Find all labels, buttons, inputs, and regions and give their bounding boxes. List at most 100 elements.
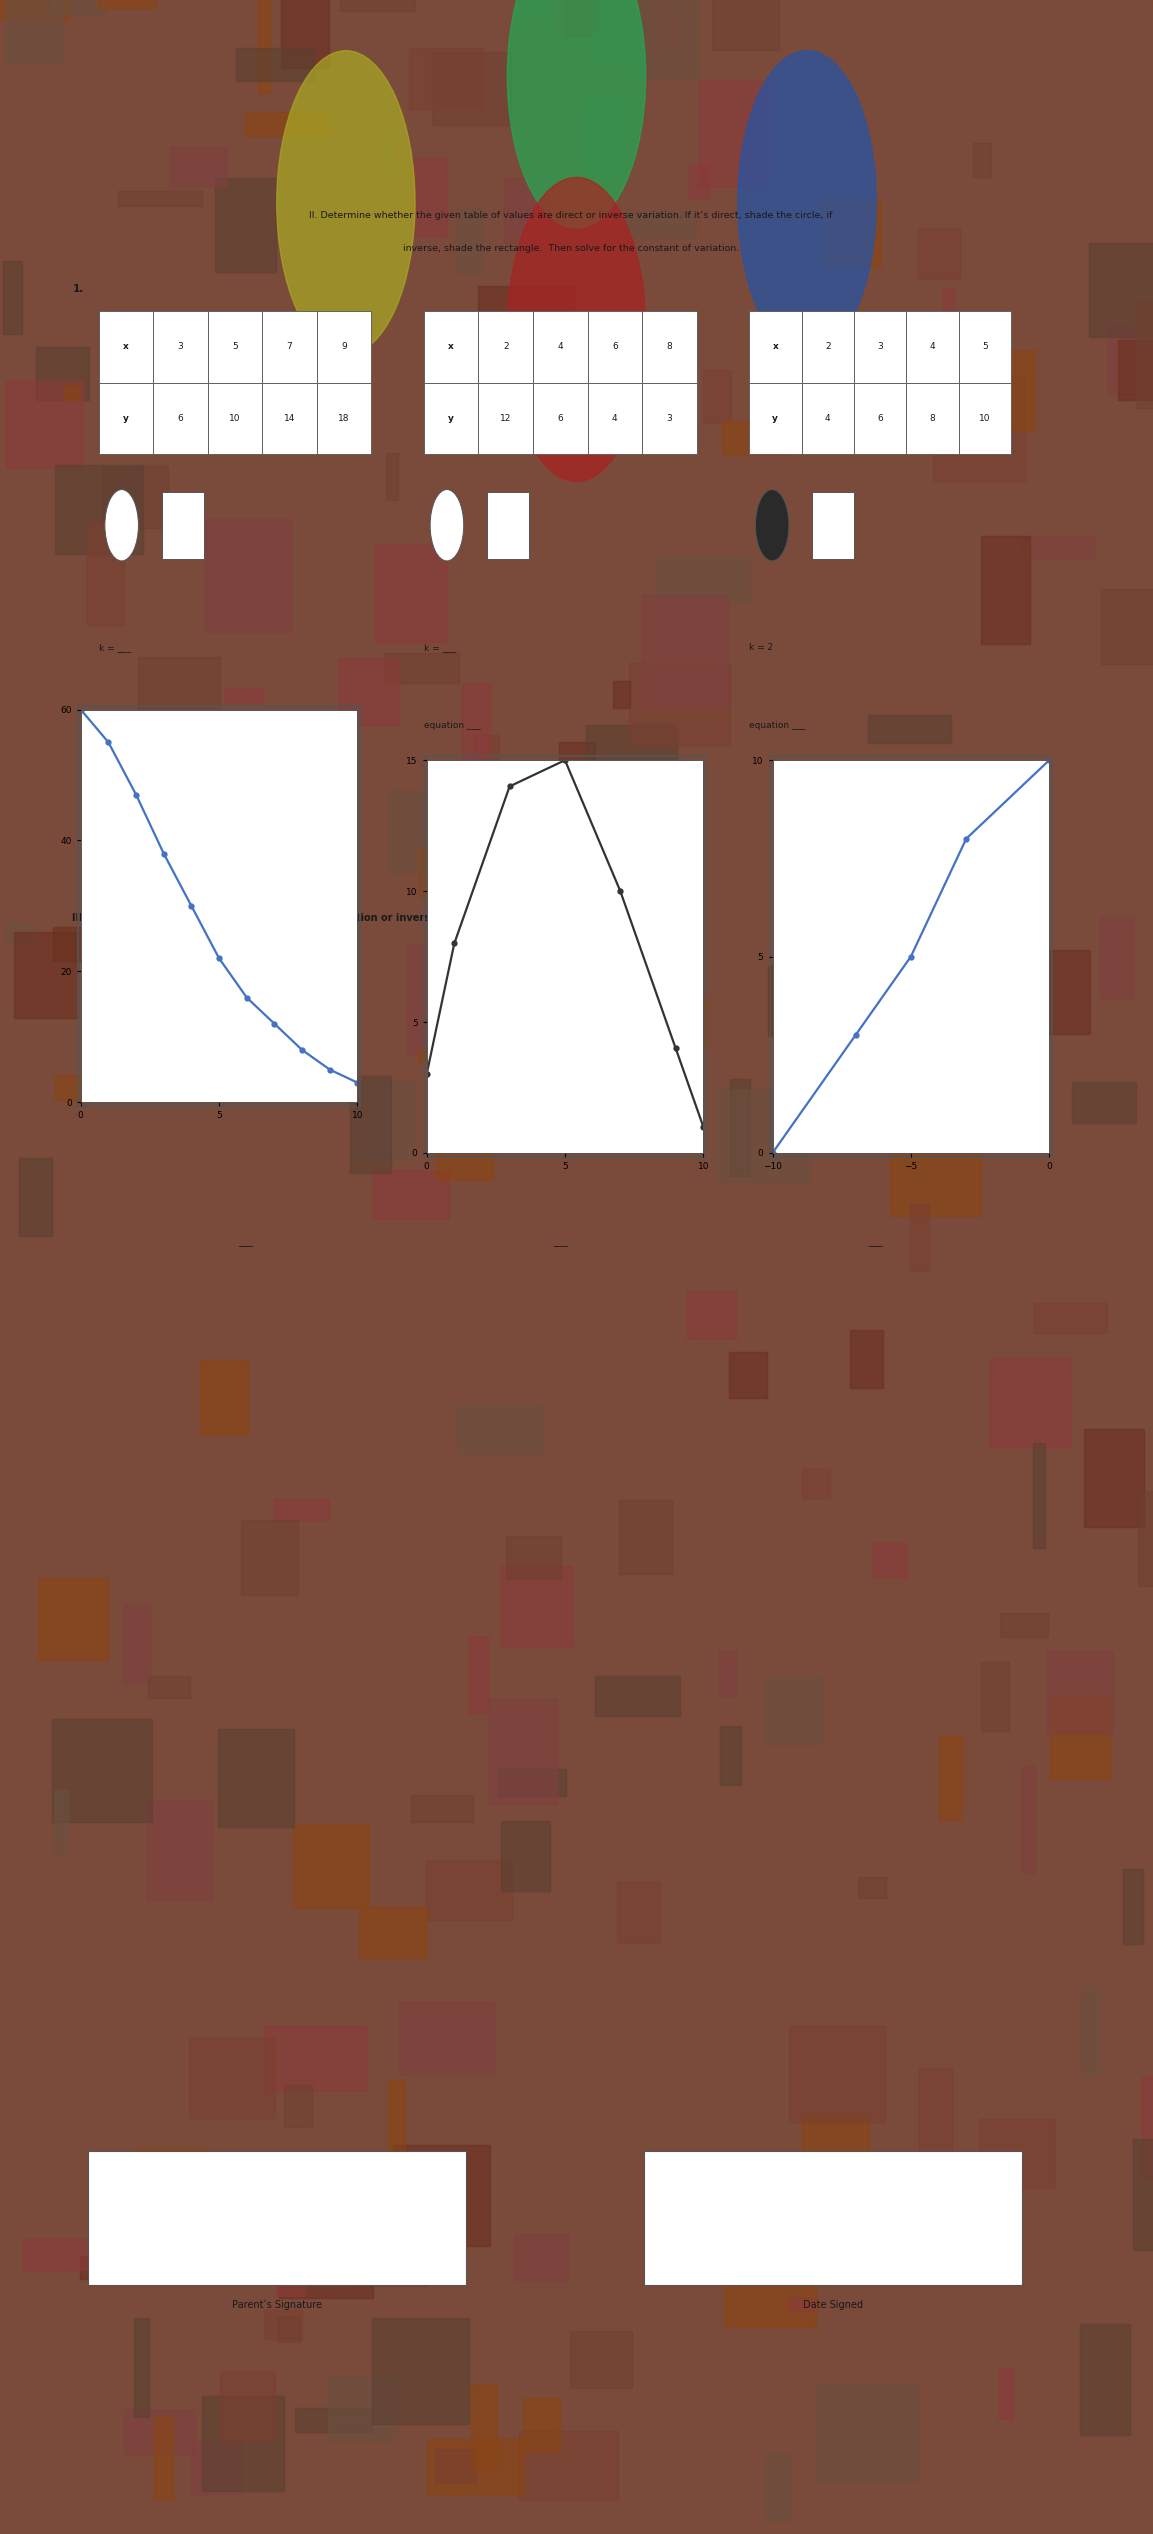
Bar xyxy=(1088,243,1153,337)
Bar xyxy=(989,1358,1070,1447)
Text: 5: 5 xyxy=(232,342,238,352)
Text: 4: 4 xyxy=(557,342,563,352)
Bar xyxy=(1136,302,1153,408)
Bar xyxy=(208,312,262,383)
Bar xyxy=(6,0,63,63)
Bar xyxy=(1085,1429,1144,1525)
Text: 1.: 1. xyxy=(73,284,84,294)
Bar xyxy=(1,0,69,20)
Bar xyxy=(657,555,749,603)
Bar xyxy=(88,522,123,626)
Bar xyxy=(137,2149,209,2235)
Bar xyxy=(802,2113,869,2182)
Text: 5: 5 xyxy=(982,342,988,352)
Bar xyxy=(125,2410,195,2455)
Bar xyxy=(20,1158,52,1237)
Bar xyxy=(588,312,642,383)
Bar xyxy=(790,2298,814,2311)
Bar xyxy=(359,1906,427,1959)
Bar xyxy=(14,933,77,1019)
Bar xyxy=(729,1351,767,1399)
Bar xyxy=(731,1079,751,1176)
Text: 6: 6 xyxy=(557,413,563,423)
Bar xyxy=(1132,2139,1153,2250)
Bar xyxy=(645,2151,1022,2286)
Bar xyxy=(910,1204,929,1272)
Bar xyxy=(564,0,598,35)
Text: 10: 10 xyxy=(229,413,241,423)
Bar xyxy=(6,922,36,943)
Bar xyxy=(553,0,601,38)
Text: equation ___: equation ___ xyxy=(99,722,156,730)
Bar xyxy=(1101,590,1153,664)
Bar xyxy=(55,1074,81,1100)
Bar xyxy=(504,177,548,243)
Bar xyxy=(410,157,447,236)
Bar xyxy=(1049,1695,1109,1779)
Bar xyxy=(687,1290,737,1338)
Bar xyxy=(153,312,208,383)
Text: equation ___: equation ___ xyxy=(424,722,481,730)
Circle shape xyxy=(507,0,646,228)
Bar xyxy=(458,1404,543,1452)
Text: x: x xyxy=(449,342,454,352)
Text: ___: ___ xyxy=(553,1237,567,1247)
Bar xyxy=(618,1500,672,1574)
Bar xyxy=(274,1498,330,1520)
Bar xyxy=(148,1799,212,1900)
Text: 10: 10 xyxy=(979,413,990,423)
Text: k = ___: k = ___ xyxy=(99,644,130,651)
Text: 8: 8 xyxy=(929,413,935,423)
Bar xyxy=(816,2384,918,2481)
Bar xyxy=(51,0,105,13)
Bar xyxy=(1100,917,1132,998)
Bar xyxy=(764,1675,823,1743)
Text: equation ___: equation ___ xyxy=(749,722,806,730)
Bar xyxy=(419,849,483,897)
Bar xyxy=(1023,537,1093,557)
Bar xyxy=(1123,1868,1143,1944)
Text: inverse, shade the rectangle.  Then solve for the constant of variation.: inverse, shade the rectangle. Then solve… xyxy=(402,243,739,253)
Bar xyxy=(1118,340,1153,400)
Bar xyxy=(120,380,216,405)
Bar xyxy=(630,664,730,745)
Bar xyxy=(979,2118,1055,2187)
Bar xyxy=(1082,1987,1100,2075)
Bar xyxy=(854,312,906,383)
Bar xyxy=(277,2189,304,2296)
Bar xyxy=(987,844,1015,864)
Bar xyxy=(854,383,906,454)
Bar xyxy=(331,1021,345,1036)
Bar xyxy=(801,383,854,454)
Text: 3: 3 xyxy=(666,413,672,423)
Bar xyxy=(424,383,478,454)
Bar xyxy=(711,0,779,51)
Bar xyxy=(981,1662,1009,1731)
Bar xyxy=(973,144,992,177)
Bar xyxy=(384,654,459,682)
Bar xyxy=(918,228,960,279)
Bar xyxy=(749,383,801,454)
Bar xyxy=(506,1019,550,1072)
Bar xyxy=(718,1652,736,1695)
Bar xyxy=(386,454,399,499)
Circle shape xyxy=(105,489,138,560)
Bar xyxy=(722,421,793,456)
Bar xyxy=(134,2319,149,2417)
Bar xyxy=(153,383,208,454)
Bar xyxy=(1108,327,1153,393)
Bar xyxy=(380,132,393,167)
Bar xyxy=(80,2255,93,2278)
Bar xyxy=(393,2144,490,2248)
Bar xyxy=(225,689,263,704)
Bar xyxy=(851,1330,882,1389)
Text: 6: 6 xyxy=(178,413,183,423)
Bar xyxy=(517,0,544,15)
Bar xyxy=(766,2453,791,2521)
Bar xyxy=(98,0,157,8)
Bar xyxy=(218,1728,294,1827)
Bar xyxy=(570,2331,632,2387)
Bar xyxy=(612,682,630,707)
Bar xyxy=(905,788,971,839)
Bar xyxy=(284,2085,312,2126)
